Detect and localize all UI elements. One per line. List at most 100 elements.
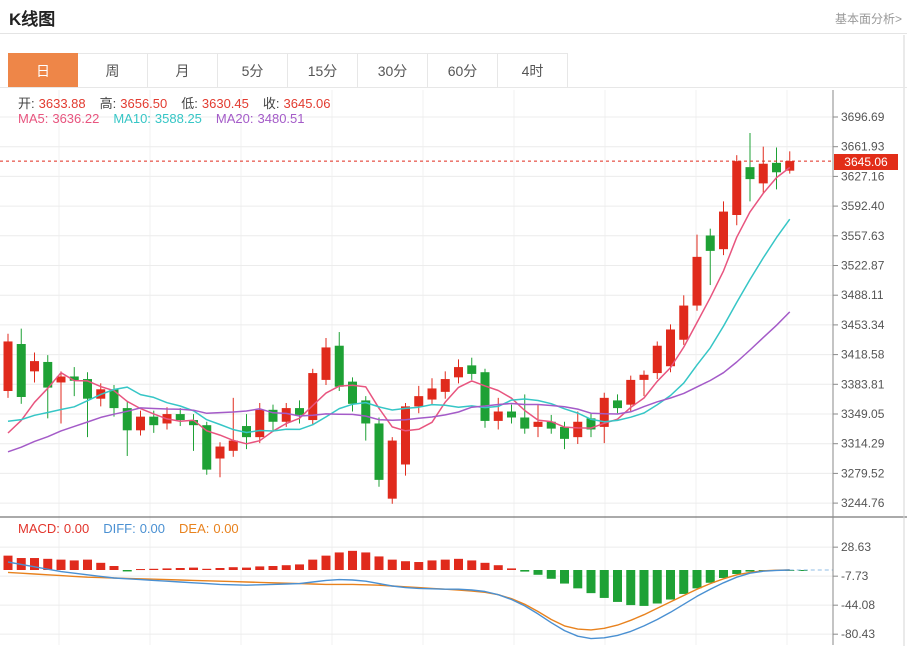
legend-label: MA5: bbox=[18, 111, 49, 126]
candle-body bbox=[719, 211, 728, 250]
macd-hist-bar bbox=[732, 570, 742, 574]
candle-body bbox=[334, 345, 344, 387]
ma-legend: MA5: 3636.22 MA10: 3588.25 MA20: 3480.51 bbox=[18, 111, 319, 126]
legend-value: 0.00 bbox=[213, 521, 239, 536]
candle-body bbox=[202, 425, 212, 470]
tab-period-4[interactable]: 15分 bbox=[288, 53, 358, 88]
legend-value: 3633.88 bbox=[38, 96, 86, 111]
y-axis-label: 3661.93 bbox=[841, 140, 885, 154]
candle-body bbox=[546, 421, 556, 429]
diff-line bbox=[7, 561, 790, 640]
tab-period-7[interactable]: 4时 bbox=[498, 53, 568, 88]
candle-body bbox=[626, 379, 636, 405]
y-axis-label: 3418.58 bbox=[841, 348, 885, 362]
fundamental-analysis-link[interactable]: 基本面分析> bbox=[834, 12, 902, 26]
macd-hist-bar bbox=[507, 568, 516, 570]
y-axis-label: 3696.69 bbox=[841, 110, 885, 124]
macd-hist-bar bbox=[440, 559, 450, 570]
legend-label: 收: bbox=[262, 96, 280, 111]
macd-hist-bar bbox=[361, 552, 371, 570]
macd-hist-bar bbox=[692, 570, 702, 589]
tab-period-2[interactable]: 月 bbox=[148, 53, 218, 88]
macd-hist-bar bbox=[454, 558, 463, 570]
macd-hist-bar bbox=[520, 570, 530, 572]
macd-hist-bar bbox=[242, 567, 251, 570]
macd-hist-bar bbox=[96, 562, 106, 570]
candle-body bbox=[189, 420, 198, 426]
candle-body bbox=[281, 408, 291, 422]
macd-hist-bar bbox=[546, 570, 556, 579]
macd-hist-bar bbox=[43, 558, 53, 570]
tab-period-5[interactable]: 30分 bbox=[358, 53, 428, 88]
macd-hist-bar bbox=[202, 568, 212, 570]
candle-body bbox=[149, 416, 159, 426]
y-axis-label: 3453.34 bbox=[841, 318, 885, 332]
macd-hist-bar bbox=[189, 567, 198, 570]
macd-hist-bar bbox=[493, 565, 503, 570]
widget-header: K线图 基本面分析> bbox=[0, 0, 907, 34]
candle-body bbox=[308, 373, 318, 421]
macd-hist-bar bbox=[573, 570, 583, 589]
tab-period-1[interactable]: 周 bbox=[78, 53, 148, 88]
y-axis-label: 3244.76 bbox=[841, 496, 885, 510]
candle-body bbox=[228, 440, 238, 451]
macd-axis-label: -7.73 bbox=[841, 569, 869, 583]
tab-period-0[interactable]: 日 bbox=[8, 53, 78, 88]
macd-hist-bar bbox=[798, 570, 808, 571]
candle-body bbox=[560, 426, 569, 439]
last-price-tag: 3645.06 bbox=[834, 154, 898, 170]
macd-hist-bar bbox=[745, 570, 755, 572]
legend-value: 3480.51 bbox=[257, 111, 305, 126]
candle-body bbox=[175, 414, 185, 421]
legend-value: 3645.06 bbox=[283, 96, 331, 111]
y-axis-label: 3522.87 bbox=[841, 259, 885, 273]
candle-body bbox=[374, 423, 384, 480]
candle-body bbox=[43, 361, 53, 388]
macd-hist-bar bbox=[175, 568, 185, 570]
macd-hist-bar bbox=[162, 568, 172, 570]
macd-hist-bar bbox=[719, 570, 728, 578]
candle-body bbox=[666, 329, 675, 367]
candle-body bbox=[136, 416, 145, 431]
candle-body bbox=[215, 446, 225, 459]
macd-hist-bar bbox=[30, 558, 39, 570]
macd-hist-bar bbox=[109, 566, 119, 570]
ma10-line bbox=[7, 218, 791, 434]
candle-body bbox=[255, 409, 265, 438]
legend-value: 3636.22 bbox=[52, 111, 100, 126]
macd-hist-bar bbox=[533, 570, 543, 575]
candle-body bbox=[242, 426, 251, 438]
macd-hist-bar bbox=[652, 570, 662, 604]
ma5-line bbox=[7, 166, 791, 445]
candle-body bbox=[401, 406, 410, 465]
legend-label: MACD: bbox=[18, 521, 60, 536]
candle-body bbox=[745, 167, 755, 180]
macd-hist-bar bbox=[401, 561, 410, 570]
macd-hist-bar bbox=[480, 562, 490, 570]
candle-body bbox=[586, 418, 596, 430]
candle-body bbox=[56, 376, 66, 383]
macd-hist-bar bbox=[281, 565, 291, 570]
candle-body bbox=[3, 341, 13, 392]
legend-value: 3656.50 bbox=[120, 96, 168, 111]
tab-period-3[interactable]: 5分 bbox=[218, 53, 288, 88]
candle-body bbox=[69, 376, 79, 381]
y-axis-label: 3279.52 bbox=[841, 466, 885, 480]
candle-body bbox=[109, 389, 119, 409]
tab-period-6[interactable]: 60分 bbox=[428, 53, 498, 88]
y-axis-label: 3314.29 bbox=[841, 437, 885, 451]
y-axis-label: 3557.63 bbox=[841, 229, 885, 243]
macd-hist-bar bbox=[268, 566, 278, 570]
macd-hist-bar bbox=[599, 570, 609, 598]
y-axis-label: 3488.11 bbox=[841, 288, 884, 302]
candle-body bbox=[772, 162, 781, 173]
candle-body bbox=[348, 381, 357, 404]
macd-hist-bar bbox=[679, 570, 689, 594]
candle-body bbox=[480, 372, 490, 421]
candle-body bbox=[30, 361, 39, 372]
macd-hist-bar bbox=[626, 570, 636, 606]
candle-body bbox=[387, 440, 397, 499]
macd-hist-bar bbox=[69, 560, 79, 570]
macd-hist-bar bbox=[3, 555, 13, 570]
